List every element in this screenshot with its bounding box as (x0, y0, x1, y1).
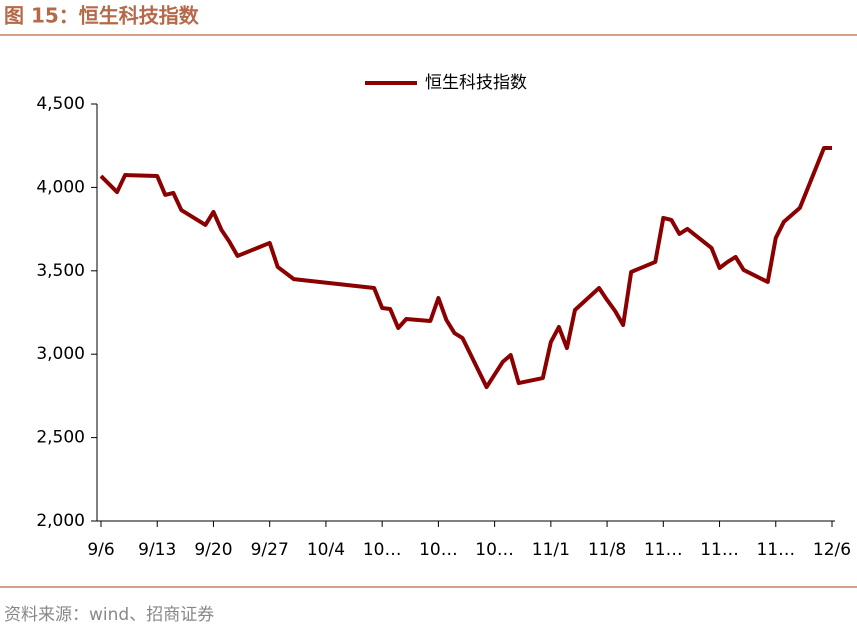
x-tick-label: 9/6 (87, 540, 114, 560)
source-note: 资料来源：wind、招商证券 (4, 605, 214, 625)
y-tick-label: 2,000 (36, 511, 85, 531)
legend-label: 恒生科技指数 (425, 73, 527, 93)
x-tick-label: 11… (756, 540, 795, 560)
x-tick-label: 9/20 (194, 540, 232, 560)
y-tick-label: 3,500 (36, 261, 85, 281)
x-tick-label: 9/27 (251, 540, 289, 560)
y-tick-label: 2,500 (36, 428, 85, 448)
x-tick-label: 11… (700, 540, 739, 560)
x-tick-label: 11/1 (532, 540, 570, 560)
y-tick-label: 3,000 (36, 344, 85, 364)
x-tick-label: 11… (644, 540, 683, 560)
x-tick-label: 10… (475, 540, 514, 560)
data-line (99, 146, 832, 390)
x-tick-label: 10/4 (307, 540, 345, 560)
y-tick-label: 4,000 (36, 177, 85, 197)
chart-title: 图 15：恒生科技指数 (4, 4, 200, 28)
x-tick-label: 10… (419, 540, 458, 560)
y-tick-label: 4,500 (36, 94, 85, 114)
x-tick-label: 9/13 (138, 540, 176, 560)
x-tick-label: 12/6 (813, 540, 851, 560)
x-tick-label: 11/8 (588, 540, 626, 560)
x-tick-label: 10… (363, 540, 402, 560)
